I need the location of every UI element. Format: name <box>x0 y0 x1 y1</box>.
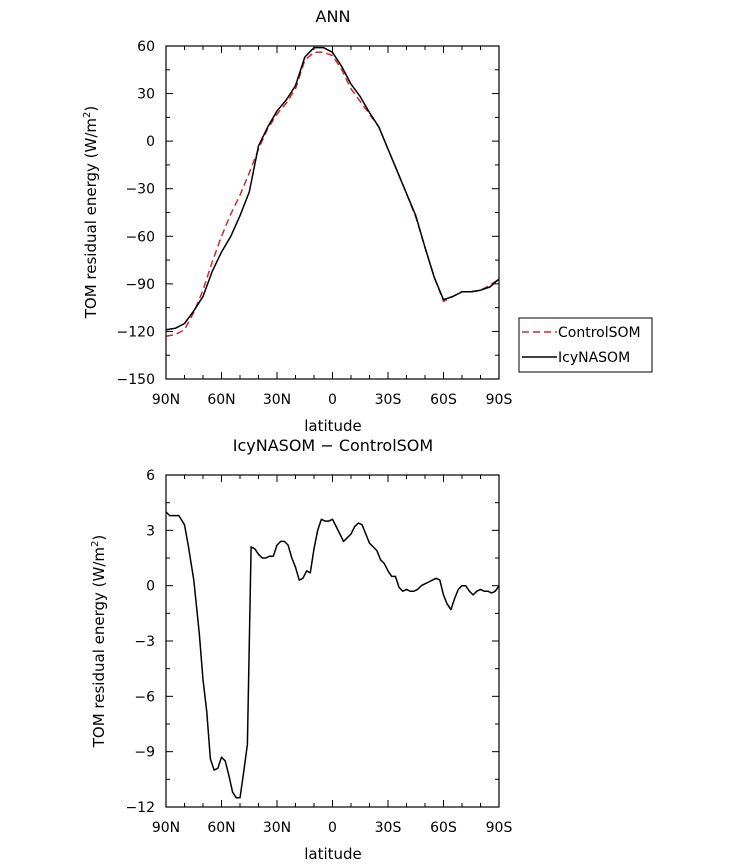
top-series-lines <box>165 46 500 337</box>
top-x-axis-label: latitude <box>304 417 362 435</box>
legend: ControlSOM IcyNASOM <box>518 317 653 373</box>
x-tick-label: 60S <box>430 820 457 836</box>
bottom-axis-ticks: 6 3 0 −3 −6 −9 −12 90N 60N 30N 0 30S 60S 90S <box>125 468 512 836</box>
y-tick-label: −30 <box>125 182 155 198</box>
y-tick-label: −9 <box>134 745 155 761</box>
bottom-plot-frame <box>165 474 500 808</box>
y-tick-label: 0 <box>146 579 155 595</box>
top-y-axis-label: TOM residual energy (W/m2) <box>82 106 100 320</box>
x-tick-label: 30N <box>263 820 291 836</box>
x-tick-label: 90N <box>152 820 180 836</box>
y-tick-label: −6 <box>134 689 155 705</box>
x-tick-label: 60S <box>430 392 457 408</box>
top-plot-frame <box>165 45 500 380</box>
top-axis-ticks: 60 30 0 −30 −60 −90 −120 −150 90N 60N 30N 0 30S 60S 90… <box>117 39 513 408</box>
series-line-controlsom <box>165 51 500 337</box>
x-tick-label: 30N <box>263 392 291 408</box>
x-tick-label: 60N <box>207 820 235 836</box>
bottom-y-axis-label: TOM residual energy (W/m2) <box>90 535 108 749</box>
x-tick-label: 90S <box>486 820 513 836</box>
series-line-icynasom <box>165 46 500 331</box>
x-tick-label: 60N <box>207 392 235 408</box>
y-tick-label: −3 <box>134 634 155 650</box>
y-tick-label: −120 <box>117 324 155 340</box>
y-tick-label: 30 <box>137 87 155 103</box>
y-tick-label: 6 <box>146 468 155 484</box>
y-tick-label: −60 <box>125 229 155 245</box>
y-tick-label: −150 <box>117 372 155 388</box>
bottom-panel-difference: IcyNASOM − ControlSOM 6 3 0 −3 −6 −9 −12 90N 60N… <box>90 436 512 863</box>
bottom-chart-title: IcyNASOM − ControlSOM <box>233 436 433 455</box>
series-line-difference <box>165 511 500 799</box>
y-tick-label: 60 <box>137 39 155 55</box>
legend-box <box>518 317 653 373</box>
y-tick-label: 0 <box>146 134 155 150</box>
legend-label-controlsom: ControlSOM <box>558 325 641 341</box>
x-tick-label: 30S <box>375 820 402 836</box>
top-chart-title: ANN <box>316 7 351 26</box>
y-tick-label: −90 <box>125 277 155 293</box>
y-tick-label: 3 <box>146 523 155 539</box>
x-tick-label: 0 <box>328 392 337 408</box>
bottom-x-axis-label: latitude <box>304 845 362 863</box>
x-tick-label: 0 <box>328 820 337 836</box>
bottom-series-lines <box>165 511 500 799</box>
x-tick-label: 30S <box>375 392 402 408</box>
y-tick-label: −12 <box>125 800 155 816</box>
x-tick-label: 90S <box>486 392 513 408</box>
legend-label-icynasom: IcyNASOM <box>558 350 630 366</box>
x-tick-label: 90N <box>152 392 180 408</box>
